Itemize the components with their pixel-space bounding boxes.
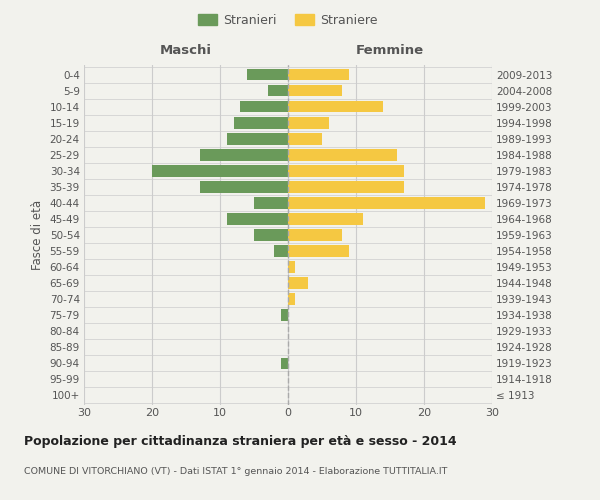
Bar [288, 181, 404, 192]
Text: Popolazione per cittadinanza straniera per età e sesso - 2014: Popolazione per cittadinanza straniera p… [24, 435, 457, 448]
Bar [233, 117, 288, 128]
Bar [288, 278, 308, 289]
Bar [288, 85, 343, 96]
Text: Maschi: Maschi [160, 44, 212, 58]
Bar [241, 101, 288, 112]
Bar [288, 101, 383, 112]
Bar [274, 246, 288, 257]
Bar [152, 165, 288, 176]
Legend: Stranieri, Straniere: Stranieri, Straniere [193, 8, 383, 32]
Bar [281, 358, 288, 369]
Bar [281, 310, 288, 321]
Bar [288, 69, 349, 80]
Bar [288, 229, 343, 241]
Text: COMUNE DI VITORCHIANO (VT) - Dati ISTAT 1° gennaio 2014 - Elaborazione TUTTITALI: COMUNE DI VITORCHIANO (VT) - Dati ISTAT … [24, 468, 448, 476]
Bar [288, 149, 397, 160]
Bar [227, 133, 288, 144]
Bar [254, 197, 288, 208]
Y-axis label: Fasce di età: Fasce di età [31, 200, 44, 270]
Bar [288, 262, 295, 273]
Bar [268, 85, 288, 96]
Bar [288, 213, 363, 224]
Bar [247, 69, 288, 80]
Bar [200, 149, 288, 160]
Bar [288, 165, 404, 176]
Text: Femmine: Femmine [356, 44, 424, 58]
Bar [288, 294, 295, 305]
Bar [288, 197, 485, 208]
Bar [254, 229, 288, 241]
Bar [200, 181, 288, 192]
Bar [227, 213, 288, 224]
Bar [288, 246, 349, 257]
Bar [288, 133, 322, 144]
Bar [288, 117, 329, 128]
